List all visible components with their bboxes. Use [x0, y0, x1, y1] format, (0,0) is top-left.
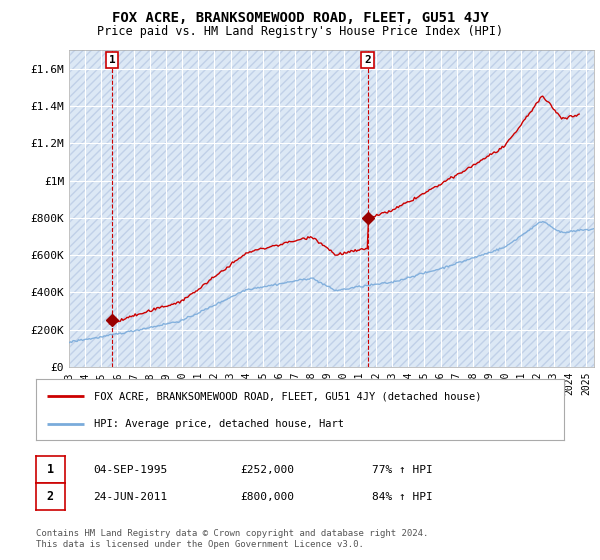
Text: £800,000: £800,000 [240, 492, 294, 502]
Text: 2: 2 [364, 55, 371, 65]
Text: 2: 2 [47, 489, 54, 503]
Text: 1: 1 [109, 55, 116, 65]
Text: 1: 1 [47, 463, 54, 476]
Text: 77% ↑ HPI: 77% ↑ HPI [372, 465, 433, 475]
Text: FOX ACRE, BRANKSOMEWOOD ROAD, FLEET, GU51 4JY: FOX ACRE, BRANKSOMEWOOD ROAD, FLEET, GU5… [112, 11, 488, 25]
Text: 84% ↑ HPI: 84% ↑ HPI [372, 492, 433, 502]
Text: FOX ACRE, BRANKSOMEWOOD ROAD, FLEET, GU51 4JY (detached house): FOX ACRE, BRANKSOMEWOOD ROAD, FLEET, GU5… [94, 391, 482, 401]
Text: Contains HM Land Registry data © Crown copyright and database right 2024.
This d: Contains HM Land Registry data © Crown c… [36, 529, 428, 549]
Text: Price paid vs. HM Land Registry's House Price Index (HPI): Price paid vs. HM Land Registry's House … [97, 25, 503, 38]
Text: £252,000: £252,000 [240, 465, 294, 475]
Text: 24-JUN-2011: 24-JUN-2011 [93, 492, 167, 502]
Text: HPI: Average price, detached house, Hart: HPI: Average price, detached house, Hart [94, 419, 344, 430]
Text: 04-SEP-1995: 04-SEP-1995 [93, 465, 167, 475]
